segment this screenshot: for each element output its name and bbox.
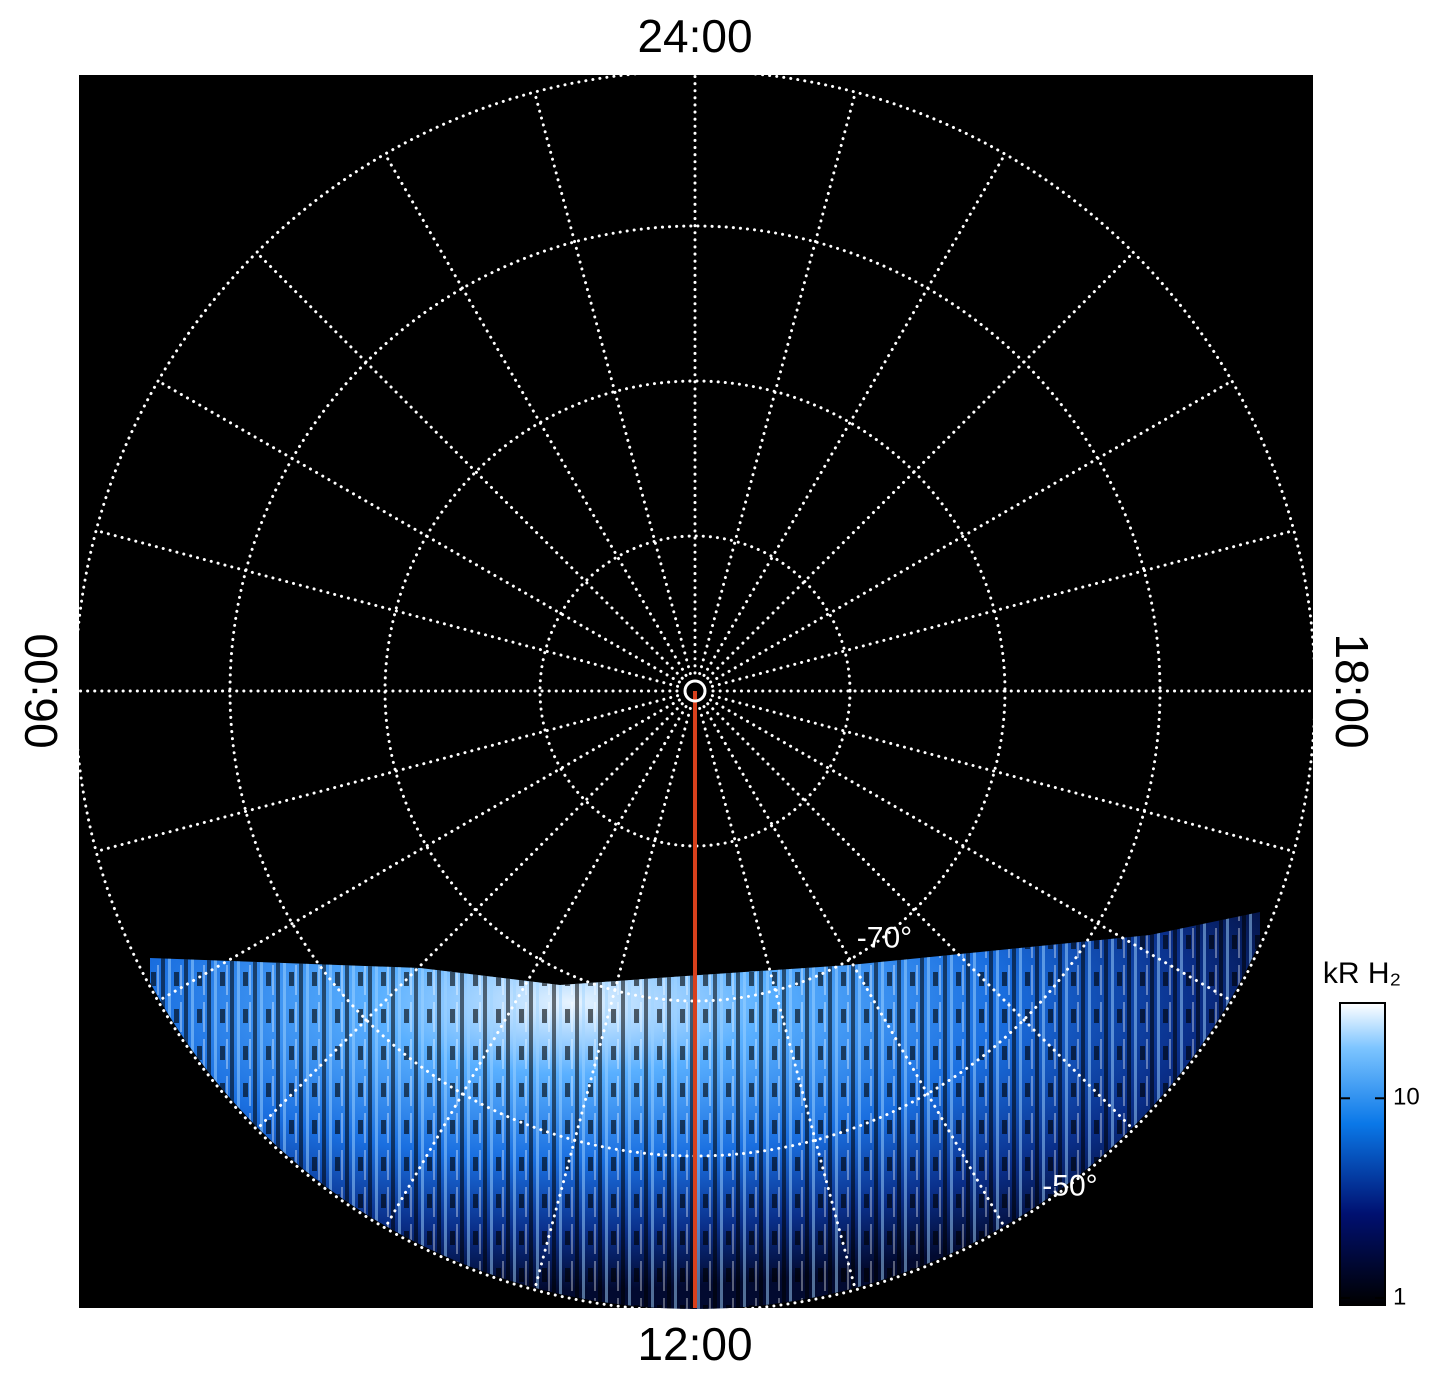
- hour-grid-line: [702, 705, 1007, 1230]
- pole-marker: [683, 679, 707, 703]
- colorbar-title: kR H₂: [1323, 957, 1401, 990]
- hour-grid-line: [709, 379, 1234, 684]
- lat-label: -70°: [857, 921, 912, 954]
- hour-grid-line: [94, 529, 680, 688]
- hour-grid-line: [94, 694, 680, 853]
- hour-label: 24:00: [637, 10, 752, 62]
- hour-grid-line: [383, 705, 688, 1230]
- lat-grid-circle: [383, 379, 1007, 1003]
- hour-grid-line: [702, 152, 1007, 677]
- hour-grid-line: [706, 702, 1135, 1131]
- hour-grid-line: [698, 90, 857, 676]
- hour-grid-line: [709, 698, 1234, 1003]
- colorbar-tick-label: 10: [1393, 1084, 1420, 1111]
- hour-grid-line: [533, 90, 692, 676]
- hour-grid-line: [533, 706, 692, 1292]
- grid: [73, 69, 1317, 1313]
- hour-label: 12:00: [637, 1318, 752, 1370]
- colorbar: [1339, 1002, 1386, 1306]
- lat-grid-circle: [538, 534, 852, 848]
- hour-grid-line: [255, 251, 684, 680]
- lat-grid-circle: [73, 69, 1317, 1313]
- hour-grid-line: [383, 152, 688, 677]
- hour-grid-line: [156, 698, 681, 1003]
- hour-grid-line: [255, 702, 684, 1131]
- lat-label: -50°: [1042, 1170, 1097, 1203]
- hour-label: 18:00: [1326, 633, 1378, 748]
- hour-grid-line: [698, 706, 857, 1292]
- hour-grid-line: [710, 529, 1296, 688]
- hour-grid-line: [706, 251, 1135, 680]
- colorbar-tick-label: 1: [1393, 1283, 1406, 1310]
- hour-grid-line: [156, 379, 681, 684]
- hour-grid-line: [710, 694, 1296, 853]
- hour-label: 06:00: [15, 633, 67, 748]
